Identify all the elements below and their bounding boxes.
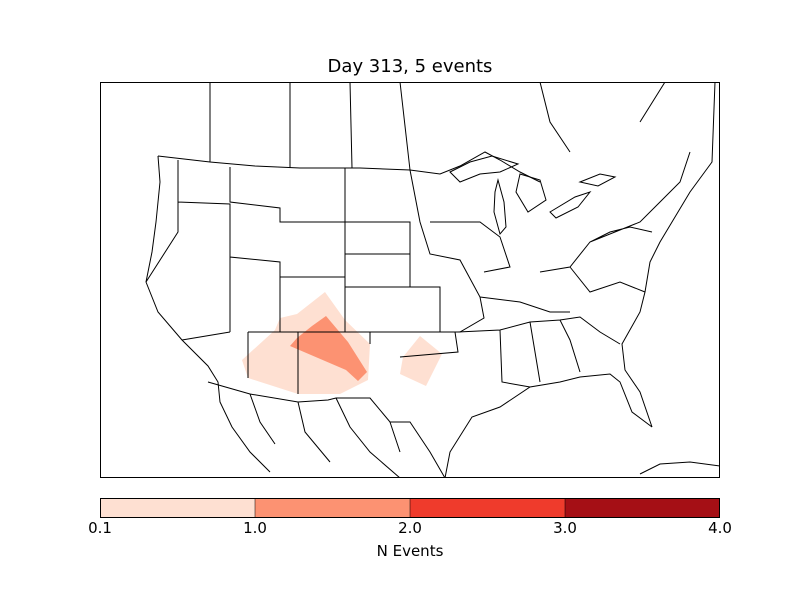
- lake-huron: [515, 173, 547, 213]
- colorbar-bin: [255, 498, 410, 518]
- state-lines-plains: [344, 168, 459, 358]
- map-title: Day 313, 5 events: [327, 56, 493, 77]
- shade-texas-light: [400, 336, 442, 386]
- mexico-border: [207, 381, 446, 478]
- colorbar: [100, 498, 720, 518]
- boundaries: [145, 82, 720, 478]
- us-map: [100, 82, 720, 478]
- colorbar-tick-label: 0.1: [88, 519, 112, 537]
- east-coast: [621, 82, 716, 428]
- canada-provinces: [209, 82, 666, 171]
- colorbar-label: N Events: [376, 542, 444, 560]
- canada-border: [157, 151, 541, 183]
- lake-michigan: [493, 178, 507, 236]
- mexico-states: [249, 393, 401, 478]
- lake-ontario: [578, 173, 617, 187]
- colorbar-tick-label: 2.0: [398, 519, 422, 537]
- state-lines-mountain: [229, 167, 371, 394]
- state-lines-south: [457, 316, 621, 388]
- colorbar-tick-label: 4.0: [708, 519, 732, 537]
- lake-superior: [449, 155, 520, 183]
- colorbar-bin: [565, 498, 720, 518]
- state-lines-west: [145, 160, 281, 378]
- gulf-coast: [444, 373, 653, 478]
- lake-erie: [549, 190, 592, 219]
- colorbar-bin: [100, 498, 255, 518]
- state-lines-east: [539, 151, 691, 293]
- colorbar-tick-label: 1.0: [243, 519, 267, 537]
- map-panel: [100, 82, 720, 478]
- state-lines-midwest: [409, 169, 570, 333]
- colorbar-bin: [410, 498, 565, 518]
- cuba: [639, 461, 720, 475]
- colorbar-tick-label: 3.0: [553, 519, 577, 537]
